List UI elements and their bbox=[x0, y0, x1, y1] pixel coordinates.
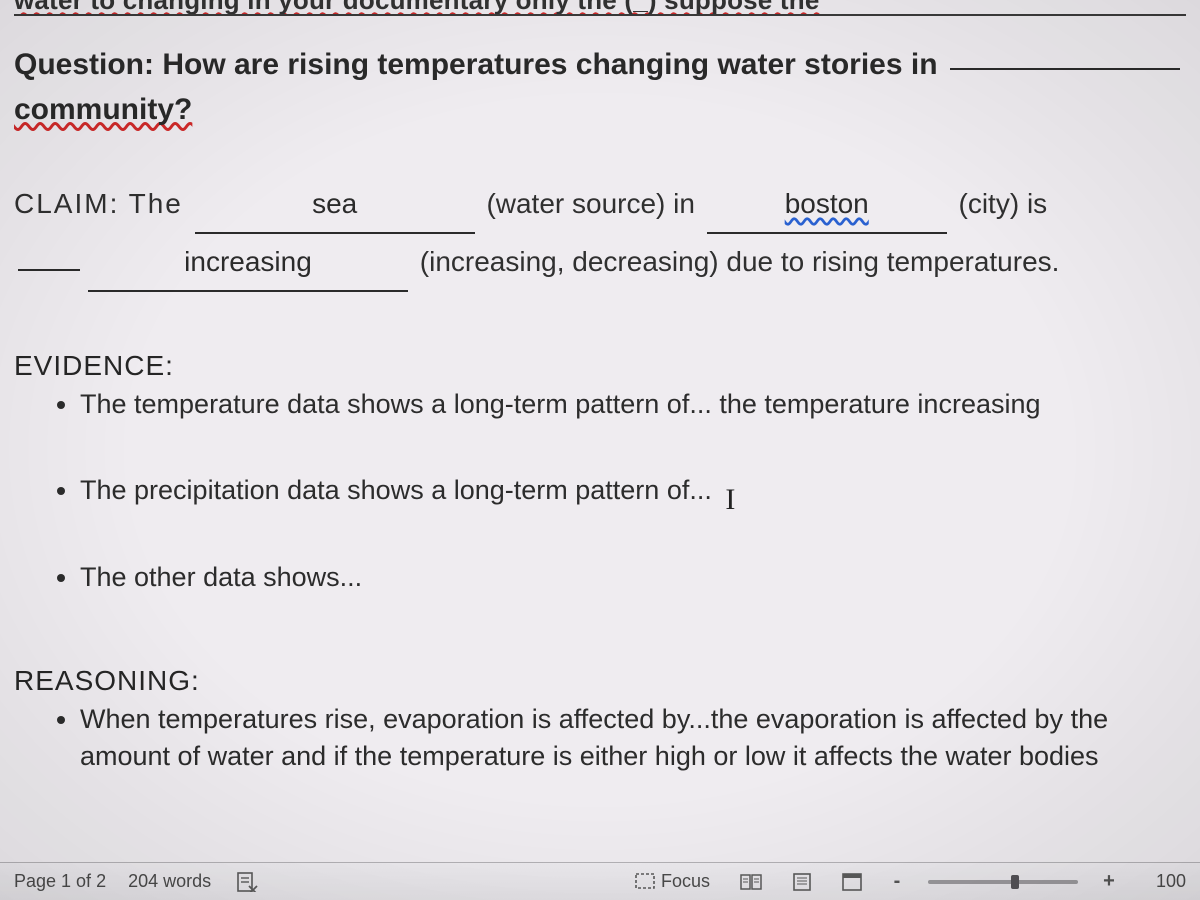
evidence-text: The other data shows... bbox=[80, 562, 362, 592]
zoom-slider-thumb[interactable] bbox=[1011, 875, 1019, 889]
document-page: water to changing in your documentary on… bbox=[0, 0, 1200, 862]
claim-answer-city: boston bbox=[785, 188, 869, 219]
web-layout-button[interactable] bbox=[838, 871, 866, 893]
evidence-heading: EVIDENCE: bbox=[14, 350, 1186, 382]
web-layout-icon bbox=[842, 873, 862, 891]
claim-answer-source: sea bbox=[312, 188, 357, 219]
word-count[interactable]: 204 words bbox=[128, 871, 211, 892]
evidence-text: The temperature data shows a long-term p… bbox=[80, 389, 1041, 419]
zoom-in-button[interactable]: + bbox=[1100, 870, 1118, 893]
text-proofing-icon bbox=[237, 872, 259, 892]
reasoning-item: When temperatures rise, evaporation is a… bbox=[80, 701, 1186, 774]
focus-mode-button[interactable]: Focus bbox=[631, 869, 714, 894]
read-mode-button[interactable] bbox=[736, 871, 766, 893]
claim-p3: (city) is bbox=[959, 188, 1048, 219]
reasoning-section: REASONING: When temperatures rise, evapo… bbox=[14, 665, 1186, 774]
claim-answer-trend: increasing bbox=[184, 246, 312, 277]
clipped-prev-text: water to changing in your documentary on… bbox=[14, 0, 820, 15]
claim-blank-source[interactable]: sea bbox=[195, 176, 475, 234]
reasoning-list[interactable]: When temperatures rise, evaporation is a… bbox=[14, 701, 1186, 774]
page-indicator[interactable]: Page 1 of 2 bbox=[14, 871, 106, 892]
zoom-value[interactable]: 100 bbox=[1140, 871, 1186, 892]
print-layout-button[interactable] bbox=[788, 871, 816, 893]
claim-blank-lead[interactable] bbox=[18, 269, 80, 271]
evidence-list[interactable]: The temperature data shows a long-term p… bbox=[14, 386, 1186, 595]
evidence-text: The precipitation data shows a long-term… bbox=[80, 475, 712, 505]
claim-p4: (increasing, decreasing) due to rising t… bbox=[420, 246, 1060, 277]
claim-p1: CLAIM: The bbox=[14, 188, 183, 219]
question-lead: Question: How are rising temperatures ch… bbox=[14, 48, 938, 81]
reasoning-text: When temperatures rise, evaporation is a… bbox=[80, 704, 1108, 770]
zoom-slider[interactable] bbox=[928, 880, 1078, 884]
claim-p2: (water source) in bbox=[486, 188, 695, 219]
question-heading: Question: How are rising temperatures ch… bbox=[14, 42, 1186, 132]
print-layout-icon bbox=[792, 873, 812, 891]
focus-label: Focus bbox=[661, 871, 710, 892]
claim-blank-city[interactable]: boston bbox=[707, 176, 947, 234]
claim-blank-trend[interactable]: increasing bbox=[88, 234, 408, 292]
evidence-item: The temperature data shows a long-term p… bbox=[80, 386, 1186, 422]
evidence-item: The other data shows... bbox=[80, 559, 1186, 595]
text-cursor: I bbox=[725, 483, 735, 516]
question-blank[interactable] bbox=[950, 68, 1180, 70]
evidence-item: The precipitation data shows a long-term… bbox=[80, 470, 1186, 511]
zoom-out-button[interactable]: - bbox=[888, 870, 906, 893]
proofing-button[interactable] bbox=[233, 870, 263, 894]
clipped-prev-line: water to changing in your documentary on… bbox=[14, 0, 1186, 16]
evidence-section: EVIDENCE: The temperature data shows a l… bbox=[14, 350, 1186, 595]
claim-sentence[interactable]: CLAIM: The sea (water source) in boston … bbox=[14, 176, 1186, 292]
focus-icon bbox=[635, 873, 655, 891]
question-tail: community? bbox=[14, 93, 192, 126]
read-mode-icon bbox=[740, 873, 762, 891]
status-bar: Page 1 of 2 204 words Focus bbox=[0, 862, 1200, 900]
reasoning-heading: REASONING: bbox=[14, 665, 1186, 697]
